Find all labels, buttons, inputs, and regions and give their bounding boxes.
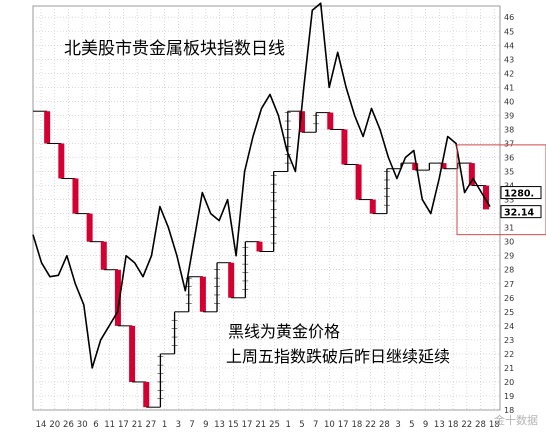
y-tick-label: 22	[504, 350, 514, 359]
y-tick-label: 24	[504, 322, 514, 331]
x-tick-label: 7	[189, 420, 194, 430]
x-tick-label: 1	[162, 420, 167, 430]
y-tick-label: 41	[504, 83, 514, 92]
y-tick-label: 42	[504, 69, 514, 78]
x-tick-label: 28	[475, 420, 486, 430]
y-tick-label: 29	[504, 252, 514, 261]
x-tick-label: 15	[228, 420, 239, 430]
x-tick-label: 13	[214, 420, 225, 430]
y-tick-label: 36	[504, 154, 514, 163]
x-tick-label: 17	[242, 420, 253, 430]
y-tick-label: 35	[504, 168, 514, 177]
x-tick-label: 25	[269, 420, 280, 430]
y-tick-label: 25	[504, 308, 514, 317]
price-label-index: 32.14	[504, 208, 534, 219]
y-tick-label: 39	[504, 111, 514, 120]
x-tick-label: 13	[434, 420, 445, 430]
y-tick-label: 46	[504, 13, 514, 22]
x-tick-label: 6	[93, 420, 98, 430]
watermark: 金十数据	[494, 414, 538, 427]
x-tick-label: 9	[203, 420, 208, 430]
x-tick-label: 11	[104, 420, 115, 430]
y-tick-label: 44	[504, 41, 514, 50]
y-tick-label: 28	[504, 266, 514, 275]
x-tick-label: 30	[77, 420, 88, 430]
x-tick-label: 3	[395, 420, 400, 430]
y-tick-label: 27	[504, 280, 514, 289]
x-tick-label: 3	[176, 420, 181, 430]
x-tick-label: 20	[49, 420, 60, 430]
x-tick-label: 10	[324, 420, 335, 430]
x-tick-label: 18	[448, 420, 459, 430]
x-tick-label: 18	[351, 420, 362, 430]
y-tick-label: 30	[504, 238, 514, 247]
y-tick-label: 38	[504, 125, 514, 134]
annotation-breakdown: 上周五指数跌破后昨日继续延续	[226, 347, 451, 366]
y-tick-label: 20	[504, 378, 514, 387]
y-tick-label: 31	[504, 224, 514, 233]
y-tick-label: 23	[504, 336, 514, 345]
y-tick-label: 33	[504, 196, 514, 205]
highlight-box	[456, 144, 546, 236]
y-tick-label: 43	[504, 55, 514, 64]
x-tick-label: 22	[365, 420, 376, 430]
y-tick-label: 37	[504, 139, 514, 148]
x-tick-label: 9	[423, 420, 428, 430]
y-tick-label: 40	[504, 97, 514, 106]
y-tick-label: 19	[504, 392, 514, 401]
x-tick-label: 27	[145, 420, 156, 430]
chart-title: 北美股市贵金属板块指数日线	[64, 39, 285, 59]
x-tick-label: 21	[132, 420, 143, 430]
y-tick-label: 21	[504, 364, 514, 373]
x-tick-label: 1	[286, 420, 291, 430]
y-tick-label: 26	[504, 294, 514, 303]
y-tick-label: 45	[504, 27, 514, 36]
x-tick-label: 5	[409, 420, 414, 430]
y-tick-label: 34	[504, 182, 514, 191]
x-tick-label: 28	[379, 420, 390, 430]
annotation-gold-line: 黑线为黄金价格	[228, 322, 341, 341]
x-tick-label: 14	[36, 420, 47, 430]
price-label-box-index	[500, 205, 542, 219]
plot-area	[32, 5, 501, 411]
x-tick-label: 17	[338, 420, 349, 430]
gold-price-line	[32, 2, 491, 369]
x-tick-label: 5	[299, 420, 304, 430]
x-tick-label: 21	[255, 420, 266, 430]
x-tick-label: 7	[313, 420, 318, 430]
x-tick-label: 18	[489, 420, 500, 430]
price-label-gold: 1280.	[504, 189, 534, 200]
price-label-box-gold	[500, 186, 542, 200]
y-tick-label: 18	[504, 406, 514, 415]
x-tick-label: 26	[63, 420, 74, 430]
x-tick-label: 17	[118, 420, 129, 430]
x-tick-label: 22	[461, 420, 472, 430]
